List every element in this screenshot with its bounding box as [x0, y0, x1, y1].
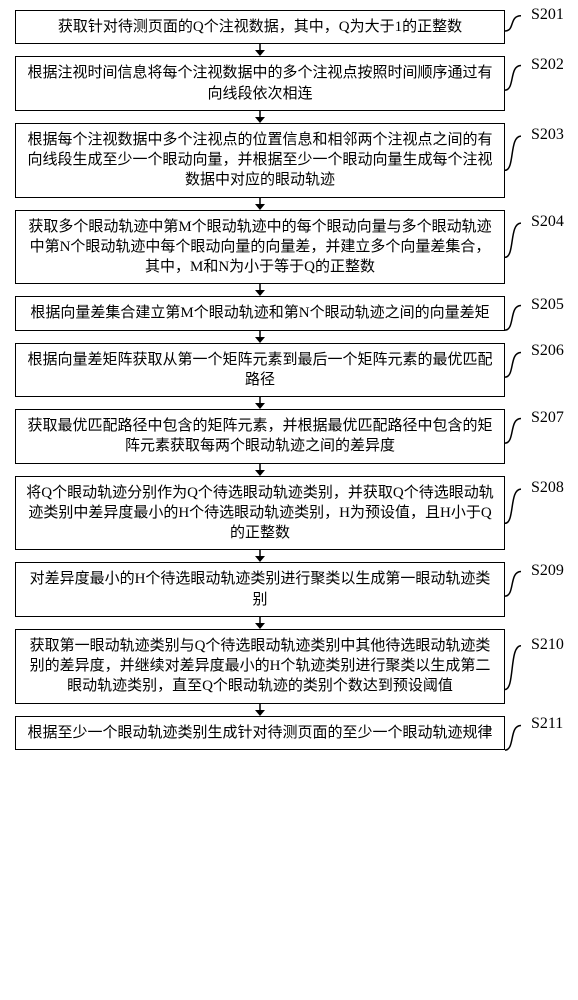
arrow-down-icon — [250, 617, 270, 629]
step-box: 对差异度最小的H个待选眼动轨迹类别进行聚类以生成第一眼动轨迹类别 — [15, 562, 505, 617]
step-right-side: S205 — [505, 296, 523, 330]
step-box: 根据向量差矩阵获取从第一个矩阵元素到最后一个矩阵元素的最优匹配路径 — [15, 343, 505, 398]
step-label: S208 — [531, 479, 564, 497]
flowchart-container: 获取针对待测页面的Q个注视数据，其中，Q为大于1的正整数S201根据注视时间信息… — [15, 10, 563, 750]
step-right-side: S206 — [505, 343, 523, 398]
step-box: 根据向量差集合建立第M个眼动轨迹和第N个眼动轨迹之间的向量差矩 — [15, 296, 505, 330]
curve-icon — [505, 629, 523, 722]
step-row: 将Q个眼动轨迹分别作为Q个待选眼动轨迹类别，并获取Q个待选眼动轨迹类别中差异度最… — [15, 476, 563, 551]
arrow-connector — [15, 331, 505, 343]
step-right-side: S207 — [505, 409, 523, 464]
arrow-down-icon — [250, 198, 270, 210]
arrow-down-icon — [250, 464, 270, 476]
curve-icon — [505, 476, 523, 549]
arrow-connector — [15, 550, 505, 562]
step-right-side: S204 — [505, 210, 523, 285]
curve-icon — [505, 296, 523, 349]
step-right-side: S203 — [505, 123, 523, 198]
curve-icon — [505, 716, 523, 769]
step-row: 获取多个眼动轨迹中第M个眼动轨迹中的每个眼动向量与多个眼动轨迹中第N个眼动轨迹中… — [15, 210, 563, 285]
step-label: S211 — [531, 715, 563, 733]
step-box: 获取针对待测页面的Q个注视数据，其中，Q为大于1的正整数 — [15, 10, 505, 44]
curve-icon — [505, 56, 523, 109]
step-box: 根据每个注视数据中多个注视点的位置信息和相邻两个注视点之间的有向线段生成至少一个… — [15, 123, 505, 198]
step-label: S201 — [531, 6, 564, 24]
step-right-side: S202 — [505, 56, 523, 111]
step-right-side: S209 — [505, 562, 523, 617]
step-label: S202 — [531, 56, 564, 74]
step-label: S206 — [531, 342, 564, 360]
curve-icon — [505, 343, 523, 396]
curve-icon — [505, 210, 523, 283]
step-right-side: S208 — [505, 476, 523, 551]
arrow-down-icon — [250, 284, 270, 296]
arrow-connector — [15, 464, 505, 476]
step-row: 根据向量差集合建立第M个眼动轨迹和第N个眼动轨迹之间的向量差矩S205 — [15, 296, 563, 330]
arrow-connector — [15, 397, 505, 409]
step-row: 获取第一眼动轨迹类别与Q个待选眼动轨迹类别中其他待选眼动轨迹类别的差异度，并继续… — [15, 629, 563, 704]
step-right-side: S201 — [505, 10, 523, 44]
step-label: S210 — [531, 636, 564, 654]
curve-icon — [505, 123, 523, 196]
arrow-down-icon — [250, 704, 270, 716]
arrow-down-icon — [250, 331, 270, 343]
step-label: S204 — [531, 213, 564, 231]
arrow-down-icon — [250, 44, 270, 56]
step-box: 获取第一眼动轨迹类别与Q个待选眼动轨迹类别中其他待选眼动轨迹类别的差异度，并继续… — [15, 629, 505, 704]
step-row: 根据向量差矩阵获取从第一个矩阵元素到最后一个矩阵元素的最优匹配路径S206 — [15, 343, 563, 398]
step-row: 根据每个注视数据中多个注视点的位置信息和相邻两个注视点之间的有向线段生成至少一个… — [15, 123, 563, 198]
step-row: 获取最优匹配路径中包含的矩阵元素，并根据最优匹配路径中包含的矩阵元素获取每两个眼… — [15, 409, 563, 464]
curve-icon — [505, 409, 523, 462]
arrow-connector — [15, 704, 505, 716]
arrow-down-icon — [250, 397, 270, 409]
step-row: 根据注视时间信息将每个注视数据中的多个注视点按照时间顺序通过有向线段依次相连S2… — [15, 56, 563, 111]
arrow-connector — [15, 617, 505, 629]
step-box: 根据注视时间信息将每个注视数据中的多个注视点按照时间顺序通过有向线段依次相连 — [15, 56, 505, 111]
step-row: 获取针对待测页面的Q个注视数据，其中，Q为大于1的正整数S201 — [15, 10, 563, 44]
arrow-connector — [15, 111, 505, 123]
step-label: S207 — [531, 409, 564, 427]
arrow-down-icon — [250, 111, 270, 123]
step-right-side: S210 — [505, 629, 523, 704]
step-box: 根据至少一个眼动轨迹类别生成针对待测页面的至少一个眼动轨迹规律 — [15, 716, 505, 750]
step-box: 获取多个眼动轨迹中第M个眼动轨迹中的每个眼动向量与多个眼动轨迹中第N个眼动轨迹中… — [15, 210, 505, 285]
step-box: 将Q个眼动轨迹分别作为Q个待选眼动轨迹类别，并获取Q个待选眼动轨迹类别中差异度最… — [15, 476, 505, 551]
curve-icon — [505, 562, 523, 615]
arrow-down-icon — [250, 550, 270, 562]
arrow-connector — [15, 284, 505, 296]
step-label: S209 — [531, 562, 564, 580]
arrow-connector — [15, 44, 505, 56]
step-label: S205 — [531, 296, 564, 314]
step-right-side: S211 — [505, 716, 523, 750]
curve-icon — [505, 10, 523, 42]
step-row: 对差异度最小的H个待选眼动轨迹类别进行聚类以生成第一眼动轨迹类别S209 — [15, 562, 563, 617]
step-row: 根据至少一个眼动轨迹类别生成针对待测页面的至少一个眼动轨迹规律S211 — [15, 716, 563, 750]
step-box: 获取最优匹配路径中包含的矩阵元素，并根据最优匹配路径中包含的矩阵元素获取每两个眼… — [15, 409, 505, 464]
arrow-connector — [15, 198, 505, 210]
step-label: S203 — [531, 126, 564, 144]
